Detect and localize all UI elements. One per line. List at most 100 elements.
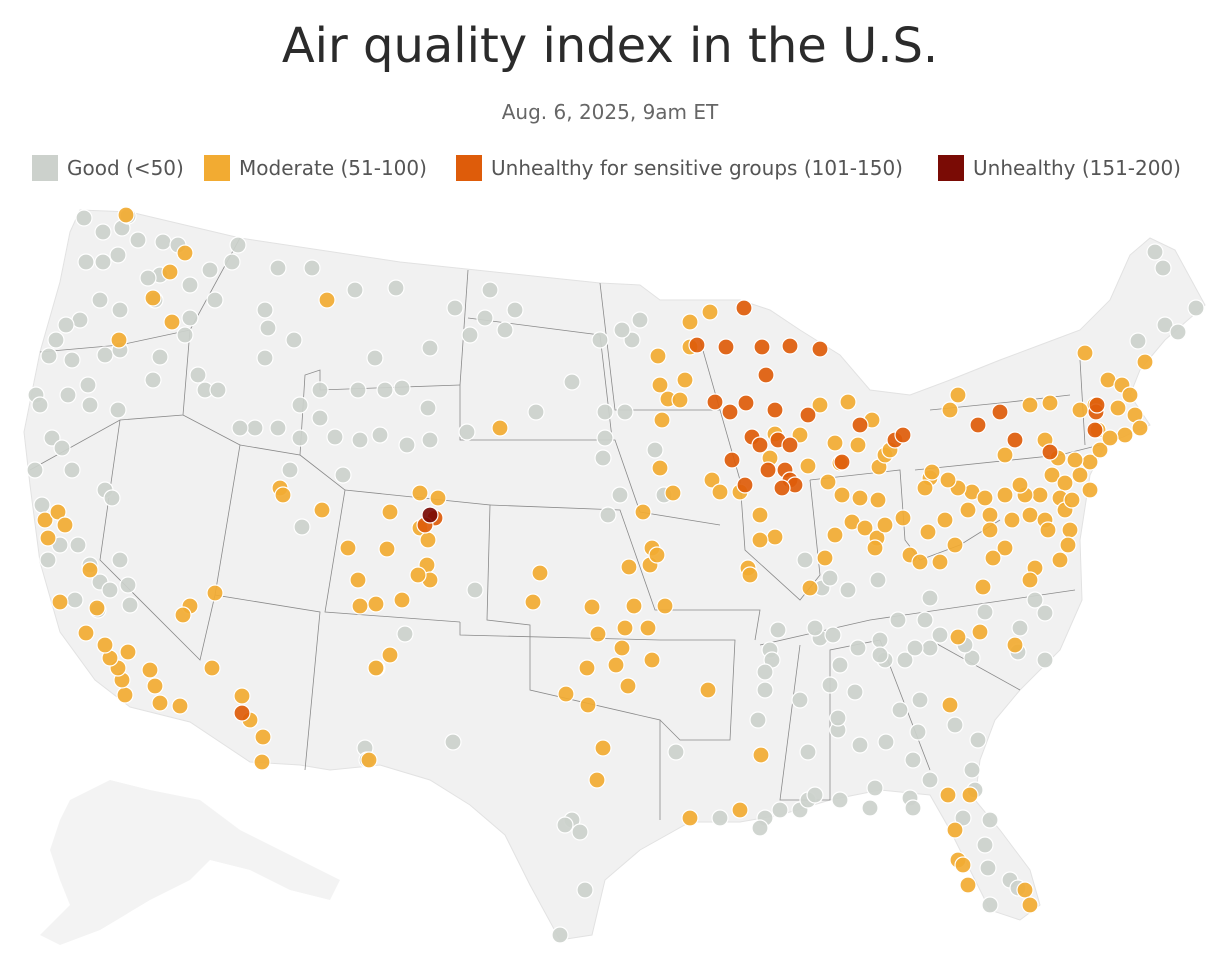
- station-dot: [116, 686, 134, 704]
- station-dot: [916, 611, 934, 629]
- station-dot: [51, 593, 69, 611]
- station-dot: [963, 649, 981, 667]
- station-dot: [103, 489, 121, 507]
- station-dot: [381, 503, 399, 521]
- station-dot: [1146, 243, 1164, 261]
- station-dot: [819, 473, 837, 491]
- station-dot: [1021, 896, 1039, 914]
- station-dot: [421, 431, 439, 449]
- station-dot: [1091, 441, 1109, 459]
- station-dot: [771, 801, 789, 819]
- station-dot: [625, 597, 643, 615]
- station-dot: [119, 643, 137, 661]
- station-dot: [1154, 259, 1172, 277]
- station-dot: [1031, 486, 1049, 504]
- station-dot: [831, 791, 849, 809]
- station-dot: [869, 491, 887, 509]
- station-dot: [974, 578, 992, 596]
- station-dot: [646, 441, 664, 459]
- station-dot: [371, 426, 389, 444]
- station-dot: [751, 531, 769, 549]
- station-dot: [954, 809, 972, 827]
- station-dot: [393, 591, 411, 609]
- station-dot: [311, 381, 329, 399]
- station-dot: [109, 246, 127, 264]
- station-dot: [799, 743, 817, 761]
- station-dot: [941, 696, 959, 714]
- station-dot: [1061, 521, 1079, 539]
- station-dot: [981, 521, 999, 539]
- station-dot: [931, 626, 949, 644]
- legend-swatch: [938, 155, 964, 181]
- station-dot: [681, 313, 699, 331]
- station-dot: [66, 591, 84, 609]
- station-dot: [253, 753, 271, 771]
- station-dot: [648, 546, 666, 564]
- legend-label: Good (<50): [67, 156, 184, 180]
- station-dot: [233, 687, 251, 705]
- station-dot: [781, 436, 799, 454]
- station-dot: [681, 809, 699, 827]
- station-dot: [1169, 323, 1187, 341]
- station-dot: [620, 558, 638, 576]
- station-dot: [981, 896, 999, 914]
- station-dot: [583, 598, 601, 616]
- station-dot: [119, 576, 137, 594]
- station-dot: [393, 379, 411, 397]
- station-dot: [531, 564, 549, 582]
- station-dot: [851, 736, 869, 754]
- station-dot: [1109, 399, 1127, 417]
- station-dot: [921, 771, 939, 789]
- station-dot: [47, 331, 65, 349]
- station-dot: [109, 401, 127, 419]
- station-dot: [396, 625, 414, 643]
- station-dot: [939, 786, 957, 804]
- station-dot: [146, 677, 164, 695]
- station-dot: [656, 597, 674, 615]
- station-dot: [831, 656, 849, 674]
- legend-swatch: [32, 155, 58, 181]
- station-dot: [291, 429, 309, 447]
- station-dot: [607, 656, 625, 674]
- station-dot: [751, 436, 769, 454]
- station-dot: [839, 581, 857, 599]
- station-dot: [259, 319, 277, 337]
- station-dot: [409, 566, 427, 584]
- station-dot: [781, 337, 799, 355]
- state-border: [29, 329, 191, 471]
- station-dot: [151, 694, 169, 712]
- station-dot: [201, 261, 219, 279]
- station-dot: [821, 569, 839, 587]
- station-dot: [1051, 551, 1069, 569]
- station-dot: [366, 349, 384, 367]
- station-dot: [1039, 521, 1057, 539]
- state-border: [489, 504, 761, 641]
- station-dot: [466, 581, 484, 599]
- station-dot: [576, 881, 594, 899]
- station-dot: [735, 299, 753, 317]
- station-dot: [811, 396, 829, 414]
- station-dot: [759, 461, 777, 479]
- station-dot: [631, 311, 649, 329]
- station-dot: [791, 691, 809, 709]
- station-dot: [551, 926, 569, 944]
- station-dot: [563, 373, 581, 391]
- station-dot: [688, 336, 706, 354]
- station-dot: [961, 786, 979, 804]
- station-dot: [896, 651, 914, 669]
- station-dot: [869, 571, 887, 589]
- station-dot: [664, 484, 682, 502]
- station-dot: [981, 811, 999, 829]
- station-dot: [33, 496, 51, 514]
- station-dot: [1121, 386, 1139, 404]
- station-dot: [59, 386, 77, 404]
- station-dot: [1063, 491, 1081, 509]
- station-dot: [96, 346, 114, 364]
- station-dot: [963, 761, 981, 779]
- station-dot: [231, 419, 249, 437]
- station-dot: [139, 269, 157, 287]
- station-dot: [949, 628, 967, 646]
- station-dot: [81, 561, 99, 579]
